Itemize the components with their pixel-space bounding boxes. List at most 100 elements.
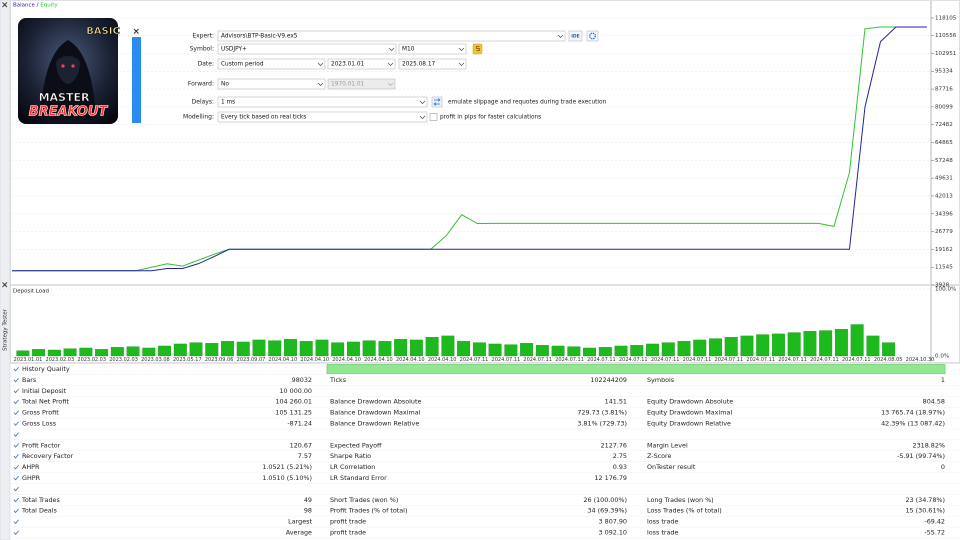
side-label: Strategy Tester bbox=[3, 308, 9, 351]
x-tick-label: 2024.07.11 bbox=[555, 357, 584, 363]
metric-value: 141.51 bbox=[605, 398, 627, 406]
bar bbox=[205, 343, 218, 356]
chart-title: Deposit Load bbox=[13, 289, 49, 295]
x-tick-label: 2024.08.05 bbox=[874, 357, 903, 363]
x-tick-label: 2024.07.11 bbox=[810, 357, 839, 363]
combo-box[interactable]: USDJPY+ bbox=[218, 44, 396, 54]
combo-value: Advisors\BTP-Basic-V9.ex5 bbox=[221, 34, 298, 40]
combo-box[interactable]: M10 bbox=[399, 44, 466, 54]
metric-label: Gross Loss bbox=[22, 420, 57, 428]
metric-value: 2318.82% bbox=[913, 441, 946, 449]
x-tick-label: 2023.09.06 bbox=[205, 357, 234, 363]
symbol-button[interactable] bbox=[473, 44, 482, 54]
metric-value: 0 bbox=[941, 463, 945, 471]
metric-label: LR Standard Error bbox=[330, 474, 387, 482]
y-tick-label: 11545 bbox=[935, 265, 953, 271]
metric-value: 10 000.00 bbox=[279, 387, 312, 395]
metric-value: 13 765.74 (18.97%) bbox=[881, 409, 945, 417]
metric-value: -5.91 (99.74%) bbox=[897, 452, 945, 460]
metric-value: 0.93 bbox=[613, 463, 627, 471]
x-tick-label: 2023.03.08 bbox=[141, 357, 170, 363]
metric-value: 104 260.01 bbox=[275, 398, 312, 406]
bar bbox=[237, 342, 250, 356]
combo-box[interactable]: No bbox=[218, 79, 325, 89]
combo-value: 2023.01.01 bbox=[331, 62, 365, 68]
combo-box[interactable]: Every tick based on real ticks bbox=[218, 112, 427, 122]
x-tick-label: 2023.02.03 bbox=[109, 357, 138, 363]
bar bbox=[253, 340, 266, 356]
logo-badge: BASIC bbox=[86, 26, 120, 37]
metric-value: 729.73 (3.81%) bbox=[577, 409, 627, 417]
x-tick-label: 2023.02.03 bbox=[46, 357, 75, 363]
combo-value: Every tick based on real ticks bbox=[221, 115, 306, 121]
bar bbox=[158, 346, 171, 356]
logo-text: MASTER bbox=[39, 91, 90, 104]
metric-label: Balance Drawdown Relative bbox=[330, 420, 419, 428]
combo-box: 1970.01.01 bbox=[328, 79, 395, 89]
bar bbox=[64, 349, 77, 356]
combo-box[interactable]: Custom period bbox=[218, 59, 325, 69]
y-tick-label: 80099 bbox=[935, 104, 953, 110]
button-label: IDE bbox=[571, 34, 579, 40]
bar bbox=[268, 341, 281, 356]
bar bbox=[473, 343, 486, 356]
bar bbox=[709, 339, 722, 356]
x-tick-label: 2024.07.11 bbox=[460, 357, 489, 363]
bar bbox=[489, 344, 502, 356]
combo-box[interactable]: 1 ms bbox=[218, 97, 427, 107]
metric-value: 3 092.10 bbox=[599, 529, 627, 537]
bar bbox=[741, 336, 754, 356]
metric-value: 1.0510 (5.10%) bbox=[262, 474, 312, 482]
combo-frame bbox=[218, 97, 427, 107]
field-label: Forward: bbox=[188, 81, 214, 88]
metric-label: Gross Profit bbox=[22, 409, 59, 417]
metric-value: 7.57 bbox=[298, 452, 312, 460]
x-tick-label: 2024.04.10 bbox=[300, 357, 329, 363]
side-strip bbox=[0, 0, 10, 540]
panel-bar bbox=[132, 37, 141, 123]
x-tick-label: 2024.04.10 bbox=[396, 357, 425, 363]
checkbox[interactable] bbox=[430, 114, 437, 121]
ide-button[interactable]: IDE bbox=[569, 31, 582, 41]
metric-value: 2127.76 bbox=[601, 441, 627, 449]
y-tick-label: 110556 bbox=[935, 33, 957, 39]
bar bbox=[80, 348, 93, 356]
bar bbox=[756, 335, 769, 356]
logo: BASIC MASTER BREAKOUT bbox=[18, 18, 120, 124]
quality-bar bbox=[327, 365, 945, 374]
x-tick-label: 2024.04.10 bbox=[428, 357, 457, 363]
bar bbox=[457, 341, 470, 356]
x-tick-label: 2024.04.10 bbox=[364, 357, 393, 363]
combo-box[interactable]: 2025.08.17 bbox=[399, 59, 466, 69]
bar bbox=[599, 347, 612, 356]
button-frame bbox=[432, 97, 442, 107]
field-label: Date: bbox=[198, 61, 214, 68]
metric-label: profit trade bbox=[330, 518, 366, 526]
bar bbox=[536, 345, 549, 356]
bar bbox=[646, 344, 659, 356]
x-tick-label: 2024.07.11 bbox=[746, 357, 775, 363]
combo-box[interactable]: Advisors\BTP-Basic-V9.ex5 bbox=[218, 31, 565, 41]
slippage-button[interactable] bbox=[432, 97, 442, 107]
metric-label: loss trade bbox=[647, 518, 678, 526]
bar bbox=[819, 331, 832, 356]
metric-label: Total Trades bbox=[21, 496, 60, 504]
y-tick-label: 0.0% bbox=[935, 354, 949, 360]
metric-value: -871.24 bbox=[287, 420, 312, 428]
metric-value: 102244209 bbox=[590, 376, 627, 384]
y-tick-label: 57248 bbox=[935, 158, 953, 164]
metric-label: Expected Payoff bbox=[330, 441, 382, 449]
metric-label: LR Correlation bbox=[330, 463, 375, 471]
button-frame bbox=[587, 31, 598, 41]
x-tick-label: 2023.09.07 bbox=[237, 357, 266, 363]
metric-value: -55.72 bbox=[924, 529, 945, 537]
y-tick-label: 102951 bbox=[935, 51, 957, 57]
metric-value: -69.42 bbox=[924, 518, 945, 526]
metric-label: Long Trades (won %) bbox=[647, 496, 714, 504]
metric-label: Z-Score bbox=[647, 452, 672, 460]
settings-button[interactable] bbox=[587, 31, 598, 41]
x-tick-label: 2024.07.11 bbox=[778, 357, 807, 363]
combo-box[interactable]: 2023.01.01 bbox=[328, 59, 395, 69]
metric-value: Largest bbox=[288, 518, 312, 526]
